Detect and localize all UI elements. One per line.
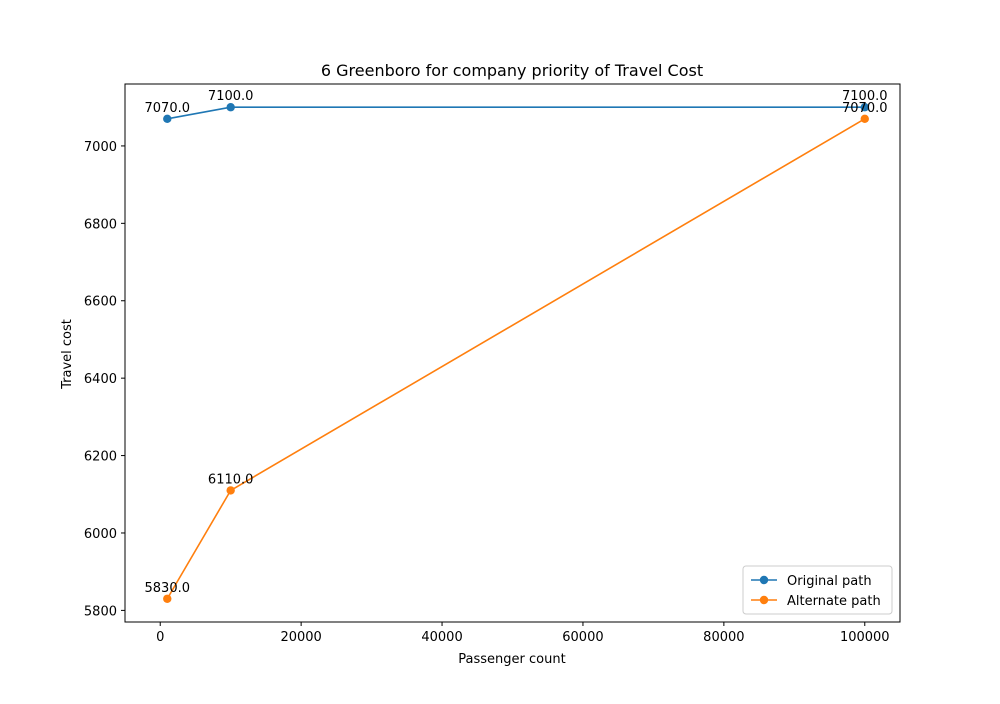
legend: Original path Alternate path (742, 565, 893, 615)
data-point (163, 114, 172, 124)
x-axis-label: Passenger count (458, 652, 565, 667)
x-tick-label: 20000 (280, 630, 321, 645)
legend-marker (759, 595, 769, 605)
data-point (860, 103, 869, 112)
x-tick-label: 60000 (562, 630, 603, 645)
plot-frame (124, 83, 901, 623)
legend-item: Original path (751, 574, 872, 589)
data-label: 7100.0 (842, 89, 888, 104)
x-tick-label: 100000 (840, 630, 890, 645)
y-tick-label: 6200 (84, 450, 117, 465)
data-label: 5830.0 (145, 581, 191, 596)
plot-area: 0 20000 40000 60000 80000 100000 5800 6000 6200 6… (84, 89, 890, 645)
x-tick-label: 40000 (421, 630, 462, 645)
y-tick-label: 6600 (84, 295, 117, 310)
data-point (860, 114, 869, 124)
data-label: 7070.0 (842, 101, 888, 116)
data-label: 7100.0 (208, 89, 254, 104)
legend-item: Alternate path (751, 594, 881, 609)
y-tick-label: 5800 (84, 604, 117, 619)
x-tick-label: 0 (156, 630, 164, 645)
data-point (226, 103, 235, 112)
data-label: 6110.0 (208, 472, 254, 487)
x-tick-label: 80000 (703, 630, 744, 645)
y-axis-label: Travel cost (60, 319, 75, 390)
legend-label: Original path (787, 574, 872, 589)
legend-label: Alternate path (787, 594, 881, 609)
y-tick-label: 6400 (84, 372, 117, 387)
y-tick-label: 6800 (84, 217, 117, 232)
data-point (163, 594, 172, 603)
y-tick-label: 7000 (84, 140, 117, 155)
data-point (226, 486, 235, 495)
legend-box (742, 565, 893, 615)
series-alternate-path: 5830.0 6110.0 7070.0 (145, 101, 888, 603)
y-tick-label: 6000 (84, 527, 117, 542)
legend-marker (759, 575, 769, 585)
data-label: 7070.0 (145, 101, 191, 116)
chart-title: 6 Greenboro for company priority of Trav… (321, 61, 703, 80)
